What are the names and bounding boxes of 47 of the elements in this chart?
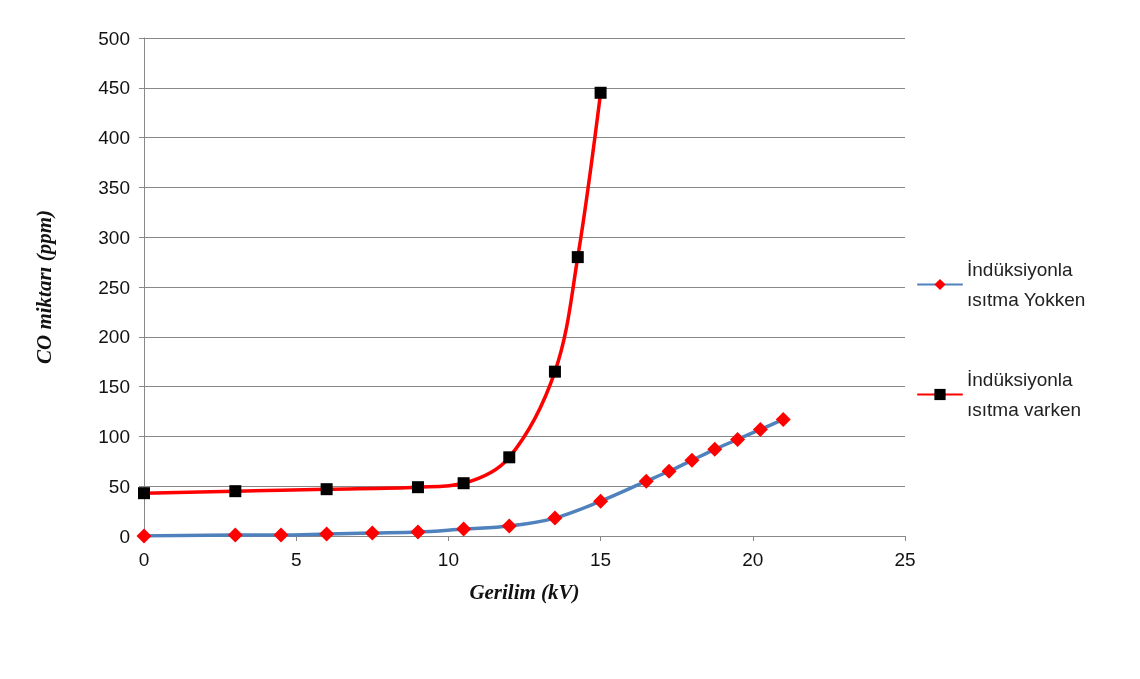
point bbox=[730, 431, 746, 447]
y-axis-title: CO miktarı (ppm) bbox=[31, 209, 56, 365]
x-tick-label: 10 bbox=[437, 549, 459, 570]
y-tick-label: 500 bbox=[98, 27, 130, 49]
y-tick-label: 100 bbox=[98, 425, 130, 447]
point bbox=[684, 452, 700, 468]
x-tick-label: 25 bbox=[894, 549, 916, 570]
y-tick-label: 300 bbox=[98, 226, 130, 248]
y-tick-label: 0 bbox=[119, 525, 130, 547]
y-tick-label: 50 bbox=[108, 475, 130, 497]
point bbox=[227, 527, 243, 543]
y-tick-label: 250 bbox=[98, 276, 130, 298]
x-axis-title: Gerilim (kV) bbox=[469, 579, 580, 604]
point bbox=[775, 411, 791, 427]
point bbox=[547, 510, 563, 526]
point bbox=[273, 527, 289, 543]
point bbox=[752, 421, 768, 437]
legend-label: İndüksiyonla ısıtma varken bbox=[967, 369, 1082, 420]
point bbox=[364, 525, 380, 541]
point bbox=[138, 487, 150, 500]
x-tick-label: 15 bbox=[590, 549, 612, 570]
legend-label: İndüksiyonla ısıtma Yokken bbox=[967, 259, 1086, 310]
point bbox=[501, 518, 517, 534]
point bbox=[411, 481, 424, 494]
point bbox=[548, 365, 561, 378]
x-tick-label: 5 bbox=[290, 549, 302, 570]
y-tick-label: 450 bbox=[98, 77, 130, 99]
point bbox=[319, 526, 335, 542]
point bbox=[571, 251, 584, 264]
point bbox=[707, 441, 723, 457]
x-tick-label: 20 bbox=[742, 549, 764, 570]
point bbox=[593, 493, 609, 509]
point bbox=[410, 524, 426, 540]
point bbox=[661, 463, 677, 479]
y-tick-label: 150 bbox=[98, 376, 130, 398]
point bbox=[136, 528, 152, 544]
y-tick-label: 400 bbox=[98, 127, 130, 149]
y-tick-label: 200 bbox=[98, 326, 130, 348]
point bbox=[594, 86, 607, 99]
y-tick-label: 350 bbox=[98, 176, 130, 198]
point bbox=[503, 451, 516, 464]
point bbox=[320, 483, 333, 496]
point bbox=[638, 473, 654, 489]
point bbox=[456, 521, 472, 537]
point bbox=[457, 477, 470, 490]
x-tick-label: 0 bbox=[138, 549, 150, 570]
point bbox=[229, 485, 242, 498]
